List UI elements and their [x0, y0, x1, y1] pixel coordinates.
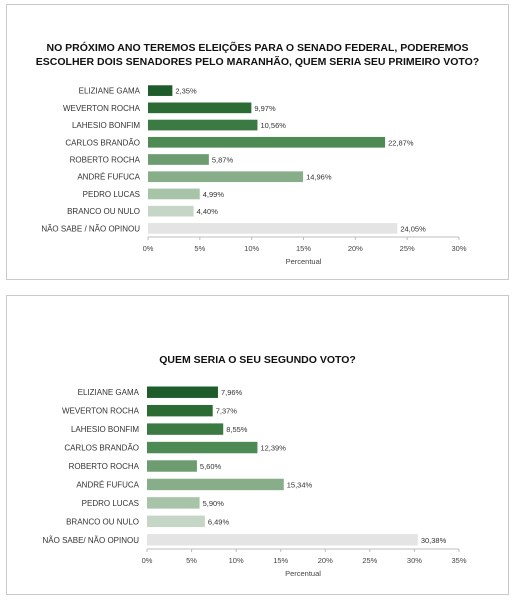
bar [148, 223, 398, 234]
bar [147, 386, 218, 398]
bar [147, 478, 284, 491]
category-label: CARLOS BRANDÃO [64, 444, 139, 453]
data-label: 10,56% [260, 121, 286, 130]
data-label: 22,87% [388, 138, 414, 147]
category-label: NÃO SABE / NÃO OPINOU [41, 224, 140, 233]
bar [148, 136, 386, 148]
category-label: ROBERTO ROCHA [69, 462, 140, 471]
data-label: 15,34% [287, 480, 313, 489]
category-label: WEVERTON ROCHA [63, 104, 141, 113]
category-label: ELIZIANE GAMA [78, 388, 140, 397]
category-label: BRANCO OU NULO [67, 207, 140, 216]
data-label: 6,49% [208, 517, 230, 526]
data-label: 5,90% [203, 499, 225, 508]
x-tick-label: 10% [244, 244, 259, 253]
category-label: CARLOS BRANDÃO [65, 138, 140, 147]
x-tick-label: 5% [194, 244, 205, 253]
bar [147, 497, 200, 509]
x-tick-label: 0% [142, 556, 153, 565]
x-axis-title: Percentual [285, 569, 321, 578]
data-label: 4,99% [203, 190, 225, 199]
x-tick-label: 15% [296, 244, 311, 253]
data-label: 2,35% [175, 87, 197, 96]
bar [147, 534, 418, 546]
bar [148, 205, 194, 217]
x-tick-label: 30% [407, 556, 422, 565]
chart-panel-second-vote: QUEM SERIA O SEU SEGUNDO VOTO? ELIZIANE … [6, 295, 509, 595]
category-label: ROBERTO ROCHA [70, 156, 141, 165]
x-axis-title: Percentual [286, 257, 322, 266]
data-label: 9,97% [254, 104, 276, 113]
x-tick-label: 5% [186, 556, 197, 565]
data-label: 12,39% [260, 444, 286, 453]
data-label: 5,60% [200, 462, 222, 471]
category-label: LAHESIO BONFIM [72, 121, 140, 130]
bar [148, 102, 252, 114]
data-label: 30,38% [421, 536, 447, 545]
x-tick-label: 20% [318, 556, 333, 565]
category-label: BRANCO OU NULO [66, 517, 139, 526]
x-tick-label: 25% [362, 556, 377, 565]
chart-title: QUEM SERIA O SEU SEGUNDO VOTO? [159, 354, 356, 366]
x-tick-label: 15% [273, 556, 288, 565]
chart-panel-first-vote: NO PRÓXIMO ANO TEREMOS ELEIÇÕES PARA O S… [6, 4, 509, 280]
category-label: ANDRÉ FUFUCA [76, 480, 139, 489]
x-tick-label: 10% [229, 556, 244, 565]
category-label: WEVERTON ROCHA [62, 407, 140, 416]
x-tick-label: 0% [143, 244, 154, 253]
x-tick-label: 35% [451, 556, 466, 565]
data-label: 7,96% [221, 388, 243, 397]
category-label: LAHESIO BONFIM [71, 425, 139, 434]
bar [148, 85, 173, 96]
category-label: ELIZIANE GAMA [79, 87, 141, 96]
data-label: 7,37% [216, 407, 238, 416]
x-tick-label: 25% [400, 244, 415, 253]
bar [148, 188, 200, 200]
category-label: PEDRO LUCAS [83, 190, 140, 199]
chart-title: NO PRÓXIMO ANO TEREMOS ELEIÇÕES PARA O S… [35, 42, 480, 68]
bar [147, 423, 224, 435]
category-label: ANDRÉ FUFUCA [77, 173, 140, 182]
bar [147, 460, 197, 472]
category-label: NÃO SABE/ NÃO OPINOU [43, 536, 140, 545]
data-label: 14,96% [306, 173, 332, 182]
data-label: 5,87% [212, 156, 234, 165]
data-label: 24,05% [400, 224, 426, 233]
bar [147, 515, 205, 528]
bar [148, 154, 209, 165]
data-label: 8,55% [226, 425, 248, 434]
bar [148, 119, 258, 131]
bar [147, 404, 213, 417]
bar-chart-first-vote: ELIZIANE GAMA 2,35% WEVERTON ROCHA 9,97% LAH… [41, 85, 467, 266]
category-label: PEDRO LUCAS [82, 499, 139, 508]
bar-chart-second-vote: ELIZIANE GAMA 7,96% WEVERTON ROCHA 7,37% LAH… [43, 386, 467, 578]
data-label: 4,40% [197, 207, 219, 216]
bar [147, 441, 258, 454]
bar [148, 171, 304, 183]
x-tick-label: 30% [451, 244, 466, 253]
x-tick-label: 20% [348, 244, 363, 253]
